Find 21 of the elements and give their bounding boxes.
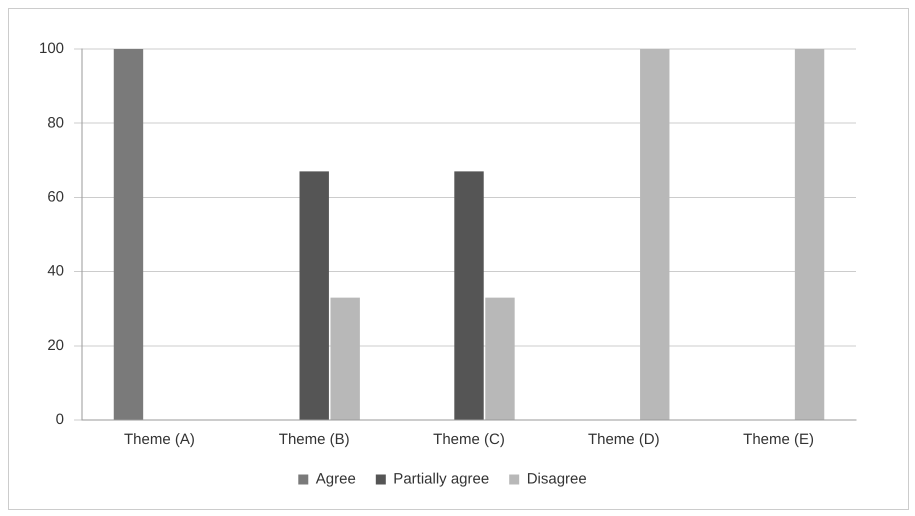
bar (794, 49, 824, 420)
x-tick-label: Theme (C) (433, 431, 505, 448)
x-tick-label: Theme (D) (588, 431, 660, 448)
x-tick-label: Theme (A) (124, 431, 195, 448)
bar (114, 49, 144, 420)
y-tick-label: 0 (56, 411, 64, 428)
x-tick-label: Theme (B) (278, 431, 350, 448)
y-tick-label: 100 (38, 40, 64, 58)
y-tick-label: 80 (47, 114, 64, 132)
legend-label: Disagree (526, 470, 587, 488)
y-tick-label: 20 (47, 336, 64, 354)
bar (640, 49, 670, 420)
bar (330, 298, 360, 420)
legend-label: Agree (316, 470, 356, 488)
bar (454, 171, 484, 420)
bar (300, 171, 329, 420)
bar (485, 298, 515, 420)
y-tick-label: 60 (47, 188, 64, 206)
x-tick-label: Theme (E) (743, 431, 814, 448)
y-tick-label: 40 (47, 262, 64, 280)
legend-label: Partially agree (393, 470, 490, 488)
